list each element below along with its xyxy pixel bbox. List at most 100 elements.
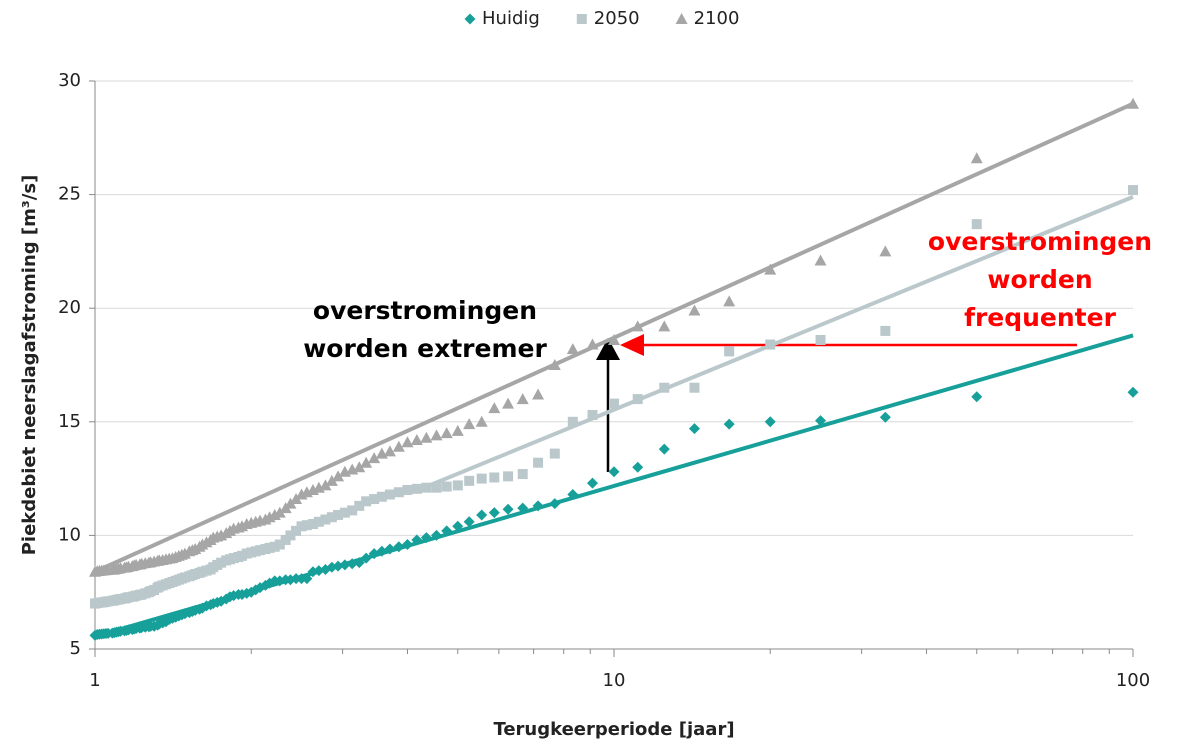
point (361, 496, 372, 507)
point (401, 538, 413, 550)
point (307, 519, 318, 530)
point (688, 423, 700, 435)
point (376, 491, 387, 502)
point (586, 477, 598, 489)
point (296, 521, 307, 532)
point (503, 471, 514, 482)
point (393, 487, 404, 498)
point (421, 482, 432, 493)
point (353, 557, 365, 569)
point (254, 582, 266, 594)
point (320, 514, 331, 525)
point (488, 402, 501, 414)
annotation: overstromingen (313, 296, 537, 325)
point (476, 473, 487, 484)
x-axis-title: Terugkeerperiode [jaar] (493, 719, 734, 740)
point (815, 335, 826, 346)
point (689, 382, 700, 393)
point (383, 445, 396, 457)
point (724, 346, 735, 357)
point (90, 598, 100, 609)
point (441, 481, 452, 492)
point (631, 320, 644, 332)
point (295, 488, 308, 500)
point (346, 463, 359, 475)
point (587, 409, 598, 420)
y-axis-title: Piekdebiet neerslagafstroming [m³/s] (19, 175, 40, 556)
legend-label: 2050 (594, 8, 640, 29)
point (360, 552, 372, 564)
x-tick-label: 100 (1116, 670, 1150, 691)
point (291, 525, 302, 536)
point (632, 461, 644, 473)
point (369, 494, 380, 505)
point (274, 539, 285, 550)
point (880, 325, 891, 336)
point (567, 416, 578, 427)
point (325, 474, 338, 486)
point (339, 507, 350, 518)
point (333, 509, 344, 520)
legend-marker (576, 14, 587, 24)
point (326, 512, 337, 523)
point (431, 529, 443, 541)
point (879, 411, 891, 423)
point (452, 520, 464, 532)
point (410, 433, 423, 445)
point (431, 482, 442, 493)
point (360, 456, 373, 468)
point (659, 382, 670, 393)
x-tick-label: 10 (603, 670, 626, 691)
legend-marker (464, 13, 476, 25)
trendline (423, 195, 1134, 490)
point (517, 469, 528, 480)
point (970, 152, 983, 164)
point (532, 388, 545, 400)
point (347, 505, 358, 516)
point (89, 629, 101, 641)
point (307, 566, 319, 578)
point (764, 263, 777, 275)
point (549, 448, 560, 459)
point (608, 334, 620, 346)
point (375, 447, 388, 459)
point (420, 532, 432, 544)
point (411, 483, 422, 494)
point (464, 475, 475, 486)
point (463, 418, 476, 430)
point (89, 565, 101, 577)
point (723, 418, 735, 430)
point (608, 466, 620, 478)
point (353, 461, 366, 473)
legend-marker (675, 13, 688, 24)
point (338, 465, 351, 477)
point (723, 295, 736, 307)
point (451, 424, 464, 436)
point (279, 502, 292, 514)
point (269, 541, 280, 552)
point (368, 452, 381, 464)
point (339, 559, 351, 571)
point (815, 415, 827, 427)
point (971, 391, 983, 403)
annotation: frequenter (964, 303, 1117, 332)
arrow-head (620, 334, 644, 356)
point (764, 416, 776, 428)
point (765, 339, 776, 350)
point (430, 429, 443, 441)
point (516, 393, 529, 405)
point (532, 500, 544, 512)
arrow-head (596, 338, 620, 360)
point (402, 484, 413, 495)
point (567, 489, 579, 501)
point (632, 394, 643, 405)
point (384, 489, 395, 500)
y-tick-label: 5 (70, 638, 81, 659)
legend-label: 2100 (694, 8, 740, 29)
point (260, 544, 271, 555)
point (971, 219, 982, 230)
point (488, 507, 500, 519)
point (319, 479, 332, 491)
point (566, 343, 579, 355)
point (1127, 386, 1139, 398)
